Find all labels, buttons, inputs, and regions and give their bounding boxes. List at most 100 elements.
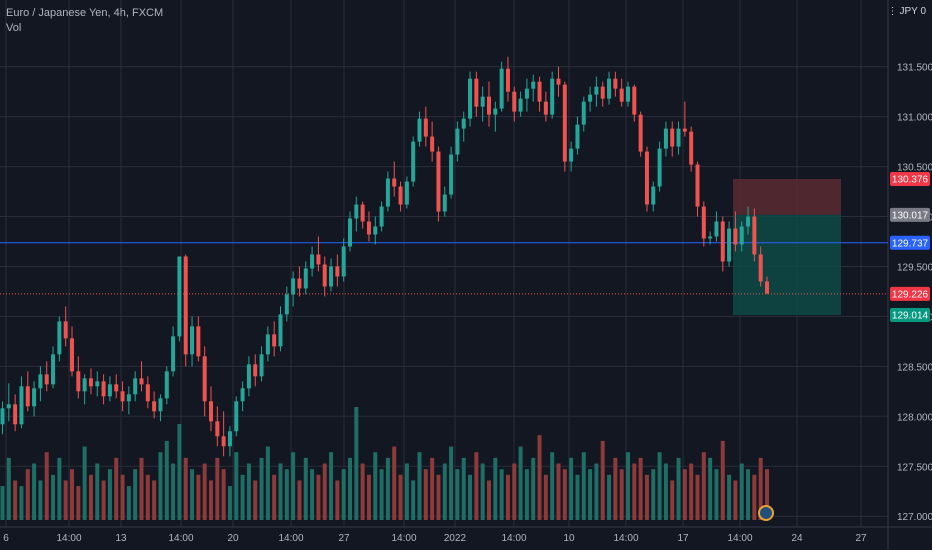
time-tick-label: 6 [3, 533, 9, 544]
price-tick-label: 131.000 [897, 113, 932, 124]
candle-body [594, 86, 599, 95]
time-tick-label: 27 [338, 533, 350, 544]
volume-bar [13, 480, 18, 520]
volume-bar [0, 486, 5, 520]
candle-body [449, 154, 454, 195]
candle-body [25, 386, 30, 407]
candle-body [354, 204, 359, 219]
volume-bar [253, 480, 258, 520]
candle-body [600, 86, 605, 99]
time-tick-label: 14:00 [56, 533, 81, 544]
event-marker-icon [758, 505, 774, 521]
volume-bar [449, 446, 454, 520]
candle-body [360, 204, 365, 222]
volume-bar [695, 474, 700, 520]
volume-bar [632, 463, 637, 520]
volume-bar [341, 469, 346, 520]
time-tick-label: 14:00 [727, 533, 752, 544]
volume-indicator-label[interactable]: Vol [6, 22, 22, 34]
volume-bar [644, 474, 649, 520]
time-tick-label: 14:00 [391, 533, 416, 544]
volume-bar [480, 463, 485, 520]
volume-bar [291, 452, 296, 520]
candle-body [158, 398, 163, 412]
price-badge-last-price [890, 286, 930, 301]
candle-body [404, 181, 409, 205]
candle-body [758, 254, 763, 282]
candle-body [101, 381, 106, 397]
candle-body [461, 118, 466, 129]
volume-bar [746, 469, 751, 520]
time-tick-label: 27 [855, 533, 867, 544]
volume-bar [88, 474, 93, 520]
candle-body [695, 164, 700, 207]
candle-body [474, 78, 479, 107]
volume-bar [556, 463, 561, 520]
volume-bar [657, 452, 662, 520]
candle-body [196, 326, 201, 357]
price-badge-horizontal-line [890, 235, 930, 250]
symbol-title[interactable]: Euro / Japanese Yen, 4h, FXCM [6, 7, 164, 19]
candle-body [562, 84, 567, 162]
volume-bar [316, 474, 321, 520]
volume-bar [354, 407, 359, 520]
candle-body [746, 216, 751, 227]
volume-bar [398, 474, 403, 520]
candle-body [720, 221, 725, 262]
candle-body [329, 266, 334, 287]
volume-bar [581, 452, 586, 520]
candle-body [126, 394, 131, 402]
volume-bar [272, 474, 277, 520]
volume-bar [461, 457, 466, 520]
price-tick-label: 130.500 [897, 163, 932, 174]
candle-body [341, 246, 346, 277]
volume-bar [57, 457, 62, 520]
volume-bar [468, 474, 473, 520]
volume-bar [499, 469, 504, 520]
candle-body [588, 94, 593, 102]
candle-body [107, 384, 112, 397]
volume-bar [524, 469, 529, 520]
candle-body [284, 294, 289, 315]
time-tick-label: 2022 [444, 533, 467, 544]
volume-bar [423, 469, 428, 520]
candle-body [240, 388, 245, 402]
candle-body [727, 228, 732, 262]
volume-bar [183, 457, 188, 520]
volume-bar [51, 474, 56, 520]
currency-label[interactable]: JPY [899, 6, 918, 17]
candle-body [322, 264, 327, 287]
candle-body [139, 378, 144, 385]
volume-bar [234, 452, 239, 520]
candle-body [487, 96, 491, 115]
volume-bar [322, 463, 327, 520]
volume-bar [6, 457, 11, 520]
candle-body [297, 278, 302, 289]
volume-bar [152, 480, 157, 520]
volume-bar [158, 452, 163, 520]
volume-bar [594, 463, 599, 520]
candle-body [120, 391, 125, 402]
volume-bar [209, 480, 213, 520]
currency-selector[interactable]: ⋮ JPY 0 [887, 6, 926, 17]
volume-bar [335, 480, 340, 520]
candle-body [0, 408, 5, 425]
candle-body [265, 334, 270, 355]
candle-body [644, 151, 649, 205]
volume-bar [95, 463, 100, 520]
candle-body [626, 86, 630, 102]
volume-bar [550, 452, 555, 520]
volume-bar [171, 463, 176, 520]
volume-bar [303, 457, 308, 520]
volume-bar [676, 457, 681, 520]
candle-body [632, 86, 637, 115]
candle-body [13, 404, 18, 425]
volume-bar [240, 474, 245, 520]
candle-body [234, 401, 239, 432]
price-badge-label-stop-loss: 130.376 [892, 174, 929, 185]
volume-bar [588, 469, 593, 520]
currency-menu-icon[interactable]: ⋮ [887, 6, 898, 17]
candle-body [19, 386, 24, 425]
candle-body [215, 421, 220, 437]
